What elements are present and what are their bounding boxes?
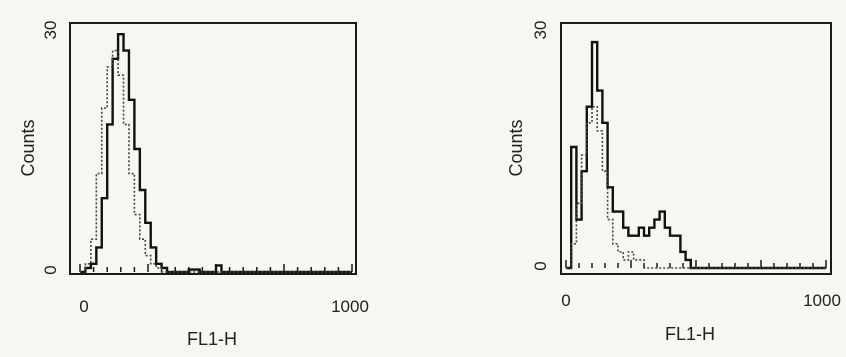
series-layer bbox=[566, 40, 826, 270]
series-layer bbox=[80, 33, 352, 274]
y-tick-label-max: 30 bbox=[531, 21, 550, 40]
x-tick-label-min: 0 bbox=[79, 297, 88, 316]
series-solid-histogram bbox=[566, 40, 826, 270]
x-tick-label-max: 1000 bbox=[803, 291, 841, 310]
x-tick-label-max: 1000 bbox=[331, 297, 369, 316]
plot-frame bbox=[560, 22, 832, 275]
plot-frame bbox=[69, 22, 357, 275]
y-tick-label-min: 0 bbox=[531, 261, 550, 270]
histogram-panel-left: 0 1000 FL1-H 30 0 Counts bbox=[18, 21, 369, 349]
series-dotted-histogram bbox=[80, 49, 352, 273]
y-axis-title: Counts bbox=[506, 119, 526, 176]
series-solid-histogram bbox=[80, 33, 352, 274]
y-tick-label-max: 30 bbox=[41, 21, 60, 40]
x-axis-title: FL1-H bbox=[665, 324, 715, 344]
x-axis-title: FL1-H bbox=[187, 329, 237, 349]
y-tick-label-min: 0 bbox=[41, 265, 60, 274]
histogram-panel-right: 0 1000 FL1-H 30 0 Counts bbox=[506, 21, 841, 344]
series-dotted-histogram bbox=[566, 105, 826, 269]
x-minor-ticks bbox=[565, 260, 827, 268]
x-tick-label-min: 0 bbox=[561, 291, 570, 310]
y-axis-title: Counts bbox=[18, 119, 38, 176]
